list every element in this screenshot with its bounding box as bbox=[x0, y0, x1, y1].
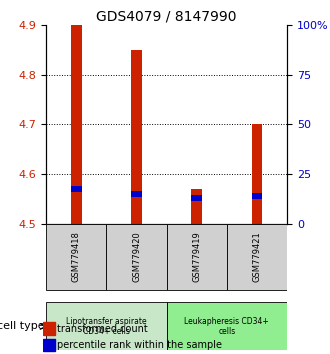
Bar bbox=[46, 224, 106, 290]
Text: GSM779419: GSM779419 bbox=[192, 232, 201, 282]
Bar bbox=[251, 124, 262, 224]
Bar bbox=[251, 193, 262, 199]
Bar bbox=[106, 224, 167, 290]
Bar bbox=[46, 302, 167, 350]
Bar bbox=[43, 339, 55, 351]
Bar bbox=[43, 322, 55, 335]
Text: Lipotransfer aspirate
CD34+ cells: Lipotransfer aspirate CD34+ cells bbox=[66, 317, 147, 336]
Title: GDS4079 / 8147990: GDS4079 / 8147990 bbox=[96, 10, 237, 24]
Text: GSM779421: GSM779421 bbox=[252, 232, 261, 282]
Bar bbox=[131, 50, 142, 224]
Text: Leukapheresis CD34+
cells: Leukapheresis CD34+ cells bbox=[184, 317, 269, 336]
Text: transformed count: transformed count bbox=[57, 324, 148, 333]
Bar bbox=[167, 224, 227, 290]
Text: GSM779420: GSM779420 bbox=[132, 232, 141, 282]
Bar bbox=[71, 25, 82, 224]
Bar bbox=[191, 189, 202, 224]
Text: GSM779418: GSM779418 bbox=[72, 231, 81, 282]
Bar bbox=[131, 192, 142, 198]
Bar bbox=[227, 224, 287, 290]
Bar bbox=[71, 187, 82, 193]
Text: cell type: cell type bbox=[0, 321, 45, 331]
Bar bbox=[167, 302, 287, 350]
Bar bbox=[191, 195, 202, 201]
Text: percentile rank within the sample: percentile rank within the sample bbox=[57, 340, 222, 350]
